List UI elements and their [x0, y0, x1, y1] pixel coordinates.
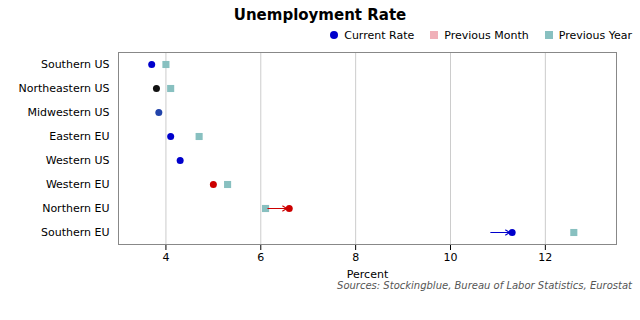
svg-text:Midwestern US: Midwestern US — [28, 106, 110, 119]
svg-text:Percent: Percent — [347, 268, 389, 281]
html-text:Previous Year: Previous Year — [558, 28, 632, 42]
html-text:Current Rate: Current Rate — [344, 28, 415, 42]
svg-text:6: 6 — [257, 251, 264, 264]
svg-text:Northern EU: Northern EU — [42, 202, 109, 215]
html-text:Sources: Stockingblue, Bureau: Sources: Stockingblue, Bureau of Labor S… — [337, 280, 632, 291]
svg-text:12: 12 — [538, 251, 552, 264]
svg-text:Southern US: Southern US — [41, 58, 110, 71]
html-text:Unemployment Rate: Unemployment Rate — [233, 6, 407, 24]
html-text:Previous Month: Previous Month — [444, 28, 529, 42]
svg-text:8: 8 — [352, 251, 359, 264]
svg-text:Northeastern US: Northeastern US — [19, 82, 110, 95]
svg-text:Western EU: Western EU — [46, 178, 110, 191]
svg-text:Southern EU: Southern EU — [41, 226, 110, 239]
svg-text:Eastern EU: Eastern EU — [49, 130, 109, 143]
svg-text:10: 10 — [444, 251, 458, 264]
svg-text:Western US: Western US — [46, 154, 110, 167]
svg-text:4: 4 — [162, 251, 169, 264]
